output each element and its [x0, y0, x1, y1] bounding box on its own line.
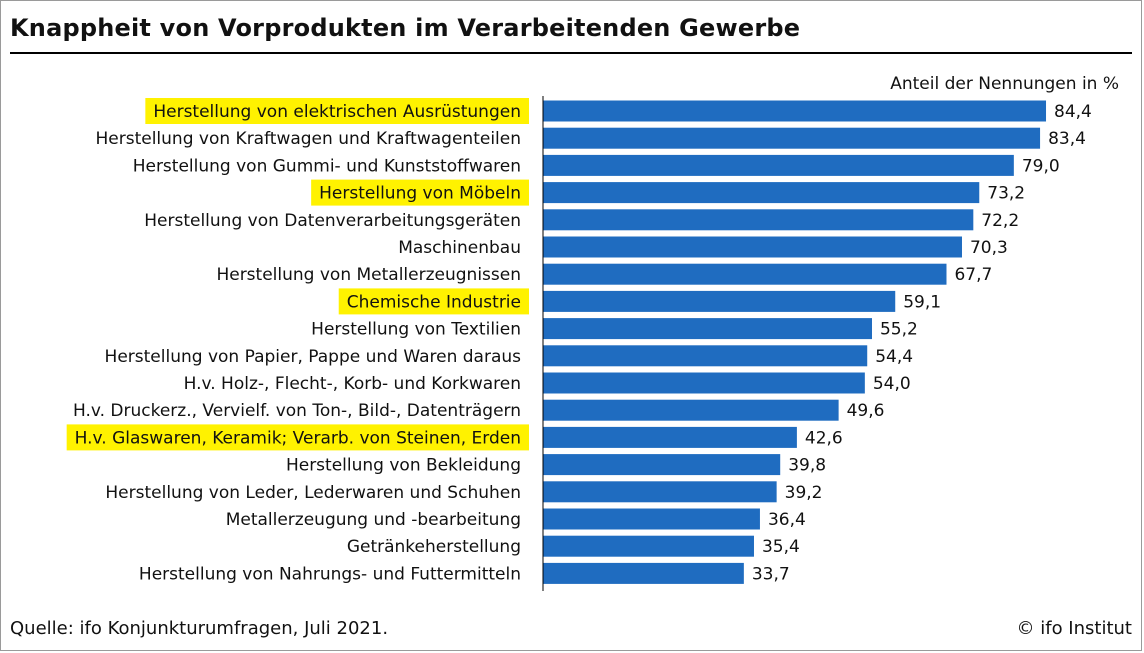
bar — [543, 372, 865, 394]
bar — [543, 426, 797, 448]
value-label: 72,2 — [981, 211, 1019, 231]
value-label: 36,4 — [768, 510, 806, 530]
bar — [543, 508, 760, 530]
title-rule — [10, 52, 1132, 54]
category-label: Herstellung von Leder, Lederwaren und Sc… — [105, 483, 521, 503]
value-label: 73,2 — [987, 184, 1025, 204]
bar-layer — [543, 100, 1047, 584]
category-label: Herstellung von Datenverarbeitungsgeräte… — [144, 211, 521, 231]
bar — [543, 127, 1041, 149]
bar — [543, 481, 777, 503]
category-label: Herstellung von elektrischen Ausrüstunge… — [153, 102, 521, 122]
unit-label: Anteil der Nennungen in % — [890, 74, 1119, 94]
category-label: Herstellung von Papier, Pappe und Waren … — [105, 347, 522, 367]
category-highlight — [145, 98, 529, 124]
value-label: 54,0 — [873, 374, 911, 394]
category-label: Herstellung von Bekleidung — [286, 456, 521, 476]
value-label: 67,7 — [954, 265, 992, 285]
value-label: 54,4 — [875, 347, 913, 367]
bar — [543, 290, 896, 312]
category-label: H.v. Holz-, Flecht-, Korb- und Korkwaren — [184, 374, 521, 394]
bar — [543, 562, 744, 584]
value-label: 55,2 — [880, 320, 918, 340]
value-label: 42,6 — [805, 428, 843, 448]
category-label: Herstellung von Kraftwagen und Kraftwage… — [96, 129, 522, 149]
category-label: Chemische Industrie — [347, 292, 521, 312]
bar — [543, 454, 781, 476]
source-note: Quelle: ifo Konjunkturumfragen, Juli 202… — [10, 618, 389, 639]
bar — [543, 236, 962, 258]
value-label: 33,7 — [752, 564, 790, 584]
bar — [543, 345, 868, 367]
value-label: 83,4 — [1048, 129, 1086, 149]
category-label: H.v. Druckerz., Vervielf. von Ton-, Bild… — [73, 401, 521, 421]
category-label: Getränkeherstellung — [347, 537, 521, 557]
bar — [543, 182, 980, 204]
bar — [543, 154, 1014, 176]
value-label: 59,1 — [903, 292, 941, 312]
category-highlight — [311, 179, 529, 206]
bar — [543, 209, 974, 231]
value-label: 70,3 — [970, 238, 1008, 258]
value-label: 84,4 — [1054, 102, 1092, 122]
category-highlight — [338, 288, 529, 315]
value-label: 39,2 — [785, 483, 823, 503]
value-label: 39,8 — [788, 456, 826, 476]
category-highlight — [66, 424, 529, 451]
chart-title: Knappheit von Vorprodukten im Verarbeite… — [10, 14, 801, 42]
value-label: 49,6 — [847, 401, 885, 421]
bar — [543, 100, 1047, 122]
category-label-layer: Herstellung von elektrischen Ausrüstunge… — [73, 102, 521, 584]
bar — [543, 535, 754, 557]
bar — [543, 263, 947, 285]
copyright-note: © ifo Institut — [1016, 618, 1132, 639]
value-label: 79,0 — [1022, 156, 1060, 176]
category-label: Herstellung von Gummi- und Kunststoffwar… — [133, 156, 521, 176]
value-label: 35,4 — [762, 537, 800, 557]
bar — [543, 318, 872, 340]
category-label: Herstellung von Textilien — [311, 320, 521, 340]
category-label: Herstellung von Möbeln — [319, 184, 521, 204]
highlight-layer — [66, 98, 529, 451]
category-label: Herstellung von Nahrungs- und Futtermitt… — [139, 564, 521, 584]
bar — [543, 399, 839, 421]
category-label: H.v. Glaswaren, Keramik; Verarb. von Ste… — [75, 428, 521, 448]
value-label-layer: 84,4 83,4 79,0 73,2 72,2 70,3 67,7 59,1 55,2 54,4… — [752, 102, 1092, 584]
category-label: Maschinenbau — [398, 238, 521, 258]
category-label: Metallerzeugung und -bearbeitung — [226, 510, 521, 530]
category-label: Herstellung von Metallerzeugnissen — [216, 265, 521, 285]
